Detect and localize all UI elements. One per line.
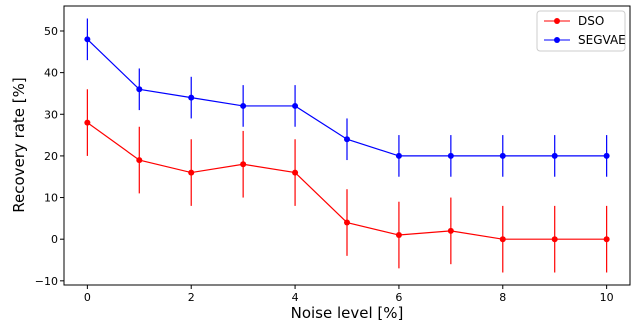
data-point-dso [344,219,350,226]
data-point-dso [188,169,195,176]
data-point-segvae [344,136,350,143]
y-tick-label: 50 [44,25,58,38]
y-tick-label: 40 [44,67,58,80]
x-tick-label: 10 [600,291,614,304]
data-point-dso [603,236,610,243]
data-point-dso [551,236,558,243]
data-point-dso [136,157,143,164]
plot-area [84,18,610,273]
y-tick-label: −10 [35,275,58,288]
data-point-dso [499,236,506,243]
data-point-dso [395,232,402,239]
data-point-segvae [395,152,402,159]
x-axis: 0 2 4 6 8 10 [84,285,614,304]
data-point-segvae [603,152,610,159]
data-point-segvae [240,102,247,109]
legend: DSO SEGVAE [536,10,626,52]
x-tick-label: 4 [292,291,299,304]
data-point-segvae [551,152,558,159]
data-point-segvae [84,36,91,43]
y-axis-label: Recovery rate [%] [10,77,28,213]
x-tick-label: 8 [499,291,506,304]
series-dso [84,89,610,273]
x-tick-label: 2 [188,291,195,304]
x-tick-label: 6 [395,291,402,304]
legend-marker-segvae [554,37,560,43]
legend-label-segvae: SEGVAE [578,33,626,47]
axes-frame [63,5,631,286]
y-tick-label: 0 [51,233,58,246]
data-point-segvae [292,102,299,109]
data-point-dso [84,119,91,126]
y-tick-label: 30 [44,108,58,121]
series-segvae [84,18,610,177]
x-axis-label: Noise level [%] [291,304,404,322]
data-point-segvae [447,152,454,159]
legend-marker-dso [554,18,560,24]
data-point-segvae [499,152,506,159]
y-axis: −10 0 10 20 30 40 50 [35,25,64,288]
data-point-dso [240,161,247,168]
data-point-segvae [136,86,143,93]
x-tick-label: 0 [84,291,91,304]
y-tick-label: 20 [44,150,58,163]
legend-label-dso: DSO [578,14,604,28]
data-point-dso [447,227,454,234]
data-point-dso [292,169,299,176]
y-tick-label: 10 [44,192,58,205]
data-point-segvae [188,94,195,101]
